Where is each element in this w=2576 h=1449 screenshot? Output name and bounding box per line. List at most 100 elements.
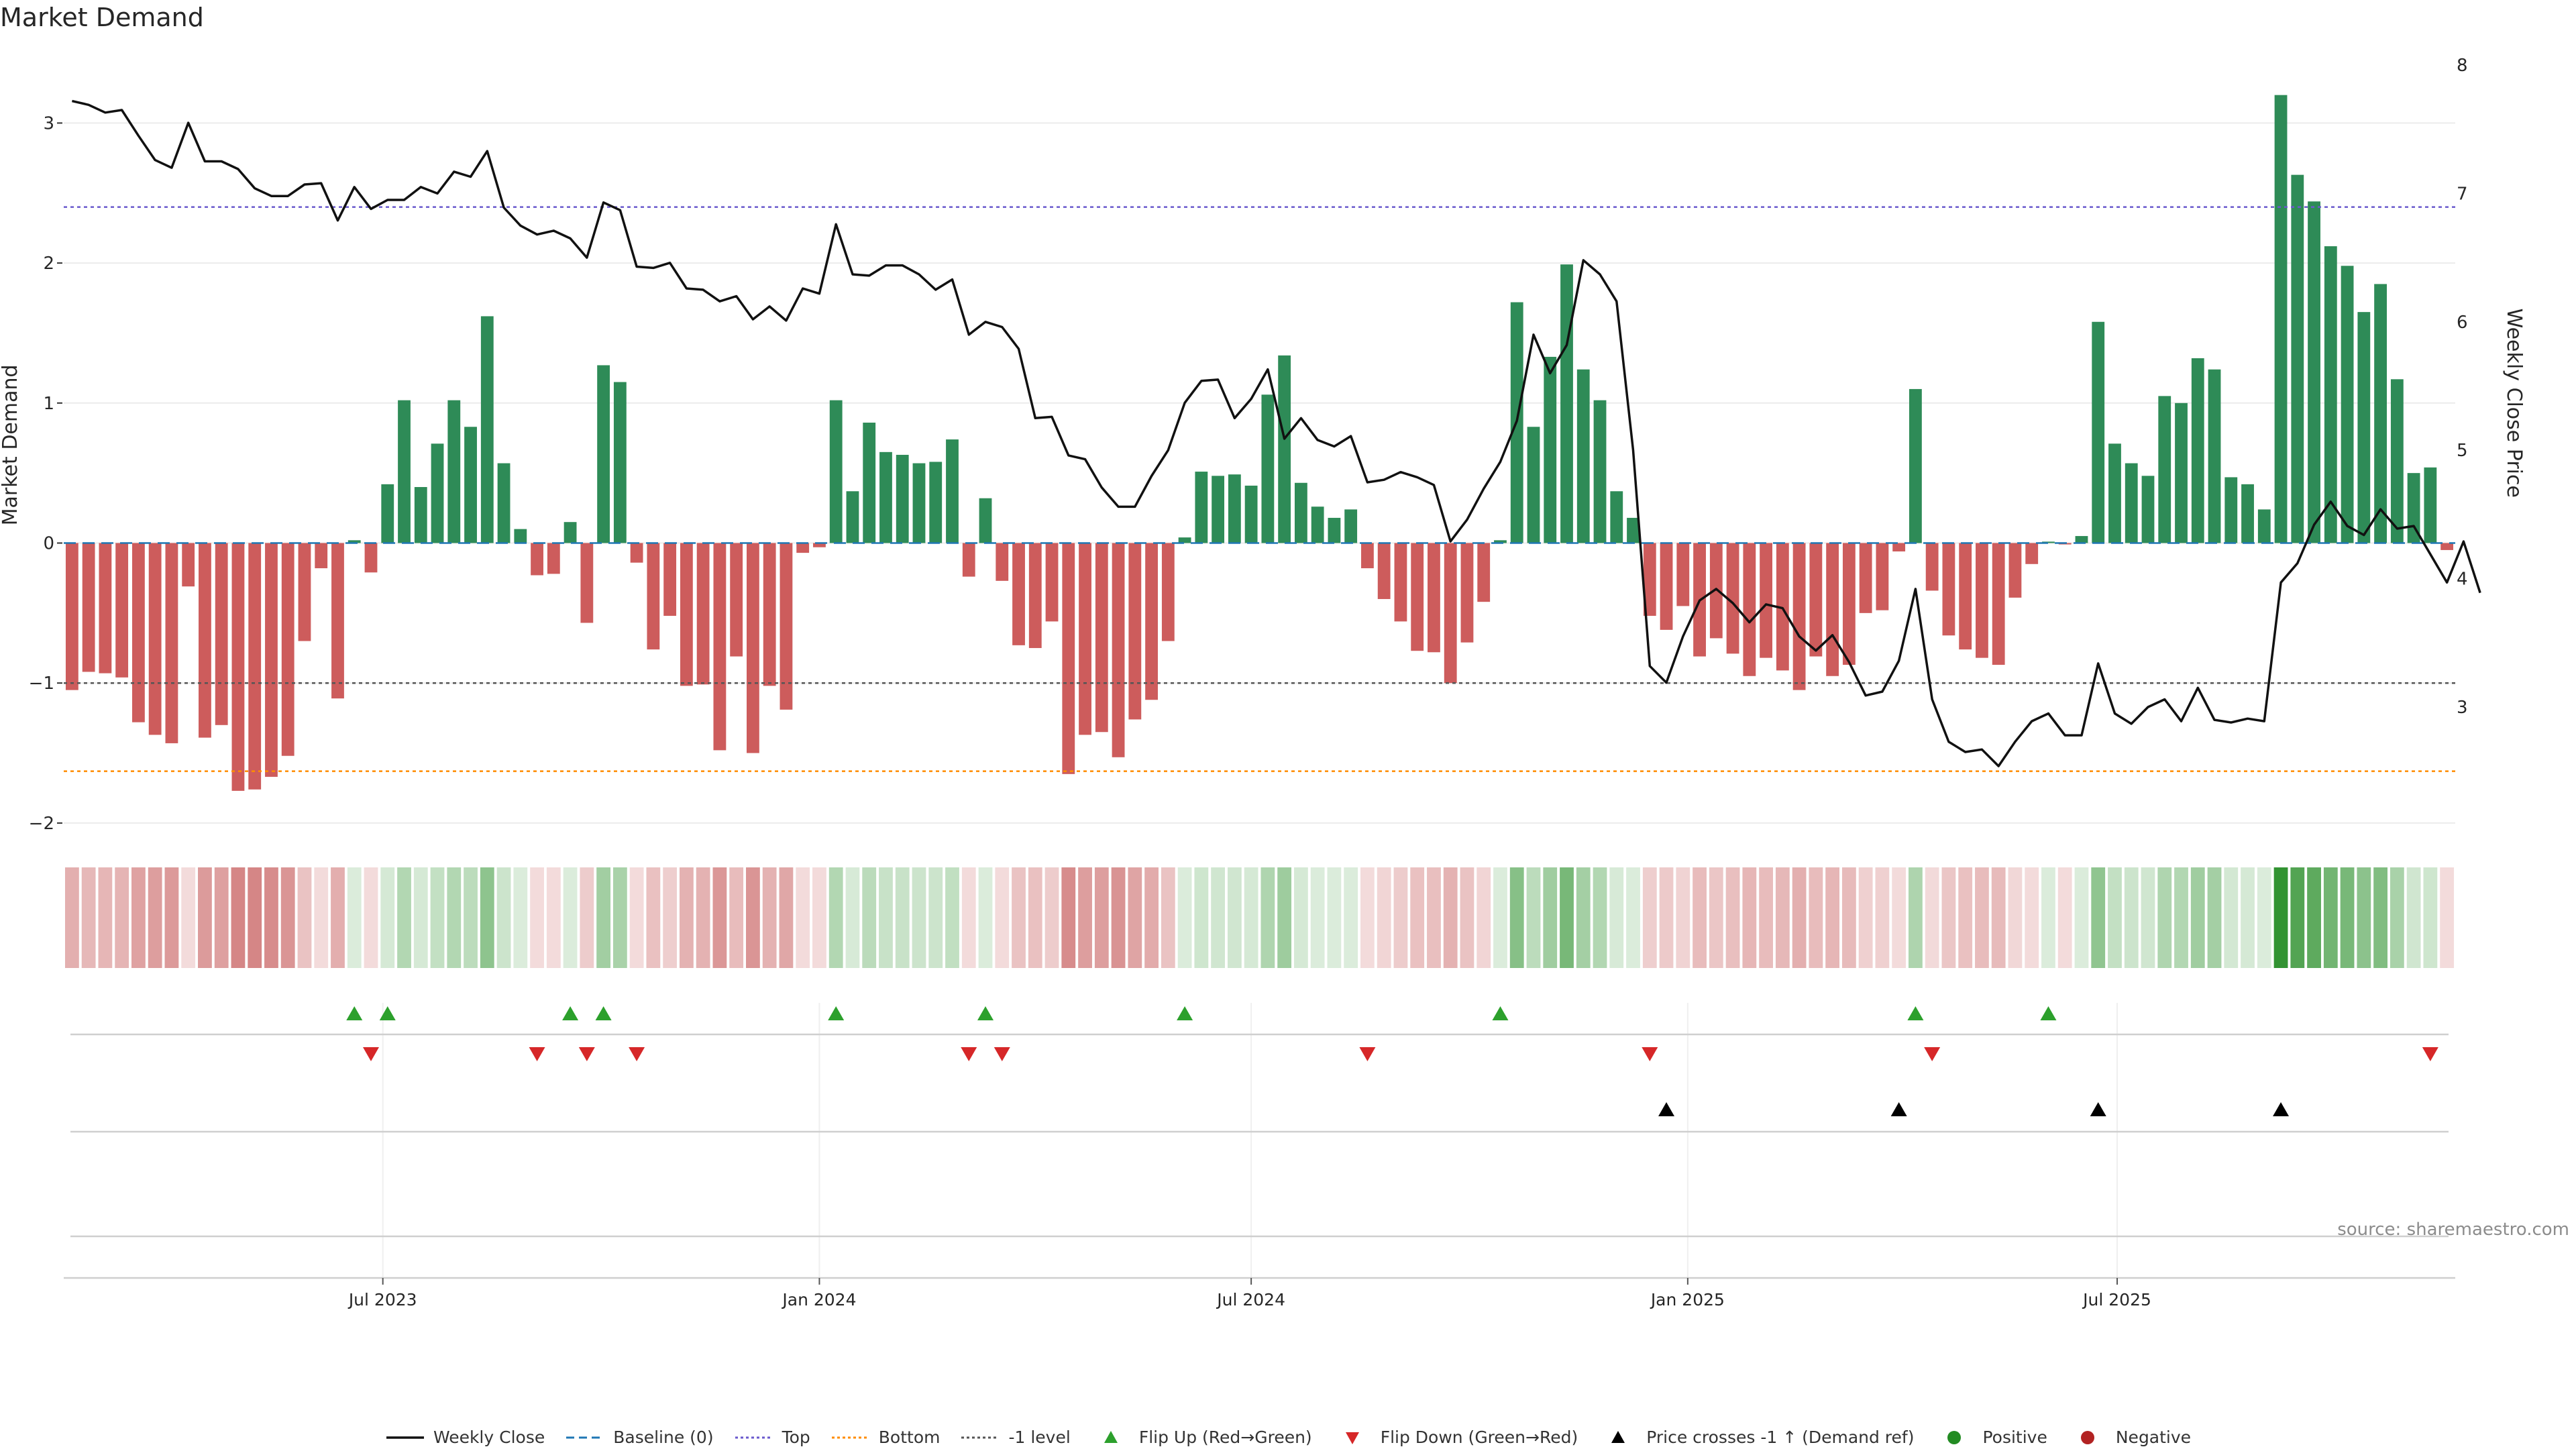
demand-bar-negative (1660, 543, 1673, 630)
y2-axis-label: Weekly Close Price (2502, 309, 2526, 498)
demand-bar-positive (946, 439, 959, 543)
heat-cell-positive (1493, 867, 1507, 968)
demand-bar-negative (2025, 543, 2039, 564)
heat-cell-positive (2041, 867, 2055, 968)
legend-swatch-icon (960, 1429, 1000, 1446)
heat-cell-negative (1477, 867, 1491, 968)
demand-bar-negative (1959, 543, 1972, 650)
heat-cell-negative (1841, 867, 1856, 968)
heat-cell-negative (1410, 867, 1425, 968)
heat-cell-positive (480, 867, 494, 968)
heat-cell-negative (1792, 867, 1807, 968)
demand-bar-positive (2125, 463, 2138, 543)
demand-bar-positive (480, 316, 494, 543)
heat-cell-negative (64, 867, 79, 968)
heat-cell-positive (1177, 867, 1192, 968)
demand-bar-negative (1859, 543, 1872, 613)
heat-cell-positive (945, 867, 959, 968)
demand-bar-negative (65, 543, 78, 690)
legend-label: Bottom (878, 1428, 941, 1447)
demand-bar-negative (730, 543, 743, 657)
demand-bar-positive (829, 400, 843, 543)
heat-cell-negative (314, 867, 329, 968)
heat-cell-positive (1609, 867, 1624, 968)
legend-swatch-icon (1332, 1429, 1373, 1446)
heat-cell-positive (2257, 867, 2271, 968)
demand-bar-positive (414, 487, 427, 543)
heat-cell-negative (1360, 867, 1375, 968)
heat-cell-positive (1293, 867, 1308, 968)
x-tick-label: Jul 2025 (2082, 1290, 2151, 1309)
flip-up-marker (1907, 1006, 1924, 1020)
heat-cell-positive (397, 867, 411, 968)
heat-cell-negative (1460, 867, 1474, 968)
heat-cell-positive (2108, 867, 2122, 968)
heat-cell-negative (1393, 867, 1408, 968)
legend-label: Negative (2115, 1428, 2192, 1447)
demand-bar-positive (2324, 246, 2337, 543)
heat-cell-negative (2440, 867, 2455, 968)
demand-bar-negative (1377, 543, 1391, 599)
flip-up-marker (977, 1006, 994, 1020)
legend-item: Flip Down (Green→Red) (1332, 1428, 1578, 1447)
demand-bar-negative (99, 543, 112, 674)
y2-tick-label: 7 (2457, 184, 2468, 204)
heat-cell-positive (2190, 867, 2205, 968)
demand-bar-negative (1128, 543, 1142, 720)
demand-bar-negative (265, 543, 278, 777)
flip-up-marker (1177, 1006, 1193, 1020)
demand-bar-positive (347, 540, 361, 543)
demand-bar-positive (2390, 379, 2404, 543)
y-tick-label: 0 (43, 534, 54, 554)
heat-cell-positive (2307, 867, 2321, 968)
demand-bar-negative (1776, 543, 1789, 671)
demand-bar-negative (1743, 543, 1756, 676)
demand-bar-negative (1976, 543, 1988, 658)
heat-cell-positive (845, 867, 860, 968)
heat-cell-negative (712, 867, 727, 968)
y-tick-label: 3 (43, 113, 54, 133)
demand-bar-negative (1062, 543, 1075, 774)
heat-cell-positive (2423, 867, 2438, 968)
heat-cell-negative (1676, 867, 1690, 968)
demand-bar-positive (2191, 358, 2204, 543)
y2-tick-label: 4 (2457, 570, 2468, 590)
flip-down-marker (2422, 1047, 2438, 1061)
demand-bar-negative (580, 543, 594, 623)
demand-bar-positive (2108, 443, 2121, 543)
legend-label: Baseline (0) (613, 1428, 714, 1447)
heat-cell-negative (812, 867, 826, 968)
heat-cell-negative (1759, 867, 1773, 968)
heat-cell-positive (978, 867, 993, 968)
heat-cell-positive (2157, 867, 2172, 968)
flip-down-marker (629, 1047, 645, 1061)
demand-bar-negative (1045, 543, 1059, 622)
flip-down-marker (578, 1047, 595, 1061)
y2-tick-label: 5 (2457, 441, 2468, 461)
demand-bar-negative (1161, 543, 1175, 641)
heat-cell-negative (646, 867, 661, 968)
demand-bar-positive (1228, 474, 1241, 543)
demand-bar-negative (696, 543, 710, 685)
x-tick-label: Jan 2025 (1650, 1290, 1725, 1309)
demand-bar-positive (2424, 467, 2437, 543)
demand-bar-positive (464, 427, 477, 543)
flip-down-marker (961, 1047, 977, 1061)
heat-cell-positive (430, 867, 445, 968)
demand-bar-negative (199, 543, 211, 738)
demand-bar-negative (531, 543, 543, 576)
demand-bar-positive (1627, 517, 1640, 543)
heat-cell-positive (2074, 867, 2089, 968)
demand-bar-positive (2257, 509, 2271, 543)
price-cross-marker (2273, 1102, 2290, 1116)
heat-cell-negative (1825, 867, 1840, 968)
source-note: source: sharemaestro.com (2337, 1220, 2569, 1240)
flip-up-marker (562, 1006, 579, 1020)
heat-cell-negative (796, 867, 810, 968)
demand-bar-negative (1876, 543, 1889, 610)
heat-cell-positive (828, 867, 843, 968)
heat-cell-positive (513, 867, 528, 968)
heat-cell-positive (1509, 867, 1524, 968)
demand-bar-positive (1244, 485, 1258, 543)
heat-cell-positive (496, 867, 511, 968)
